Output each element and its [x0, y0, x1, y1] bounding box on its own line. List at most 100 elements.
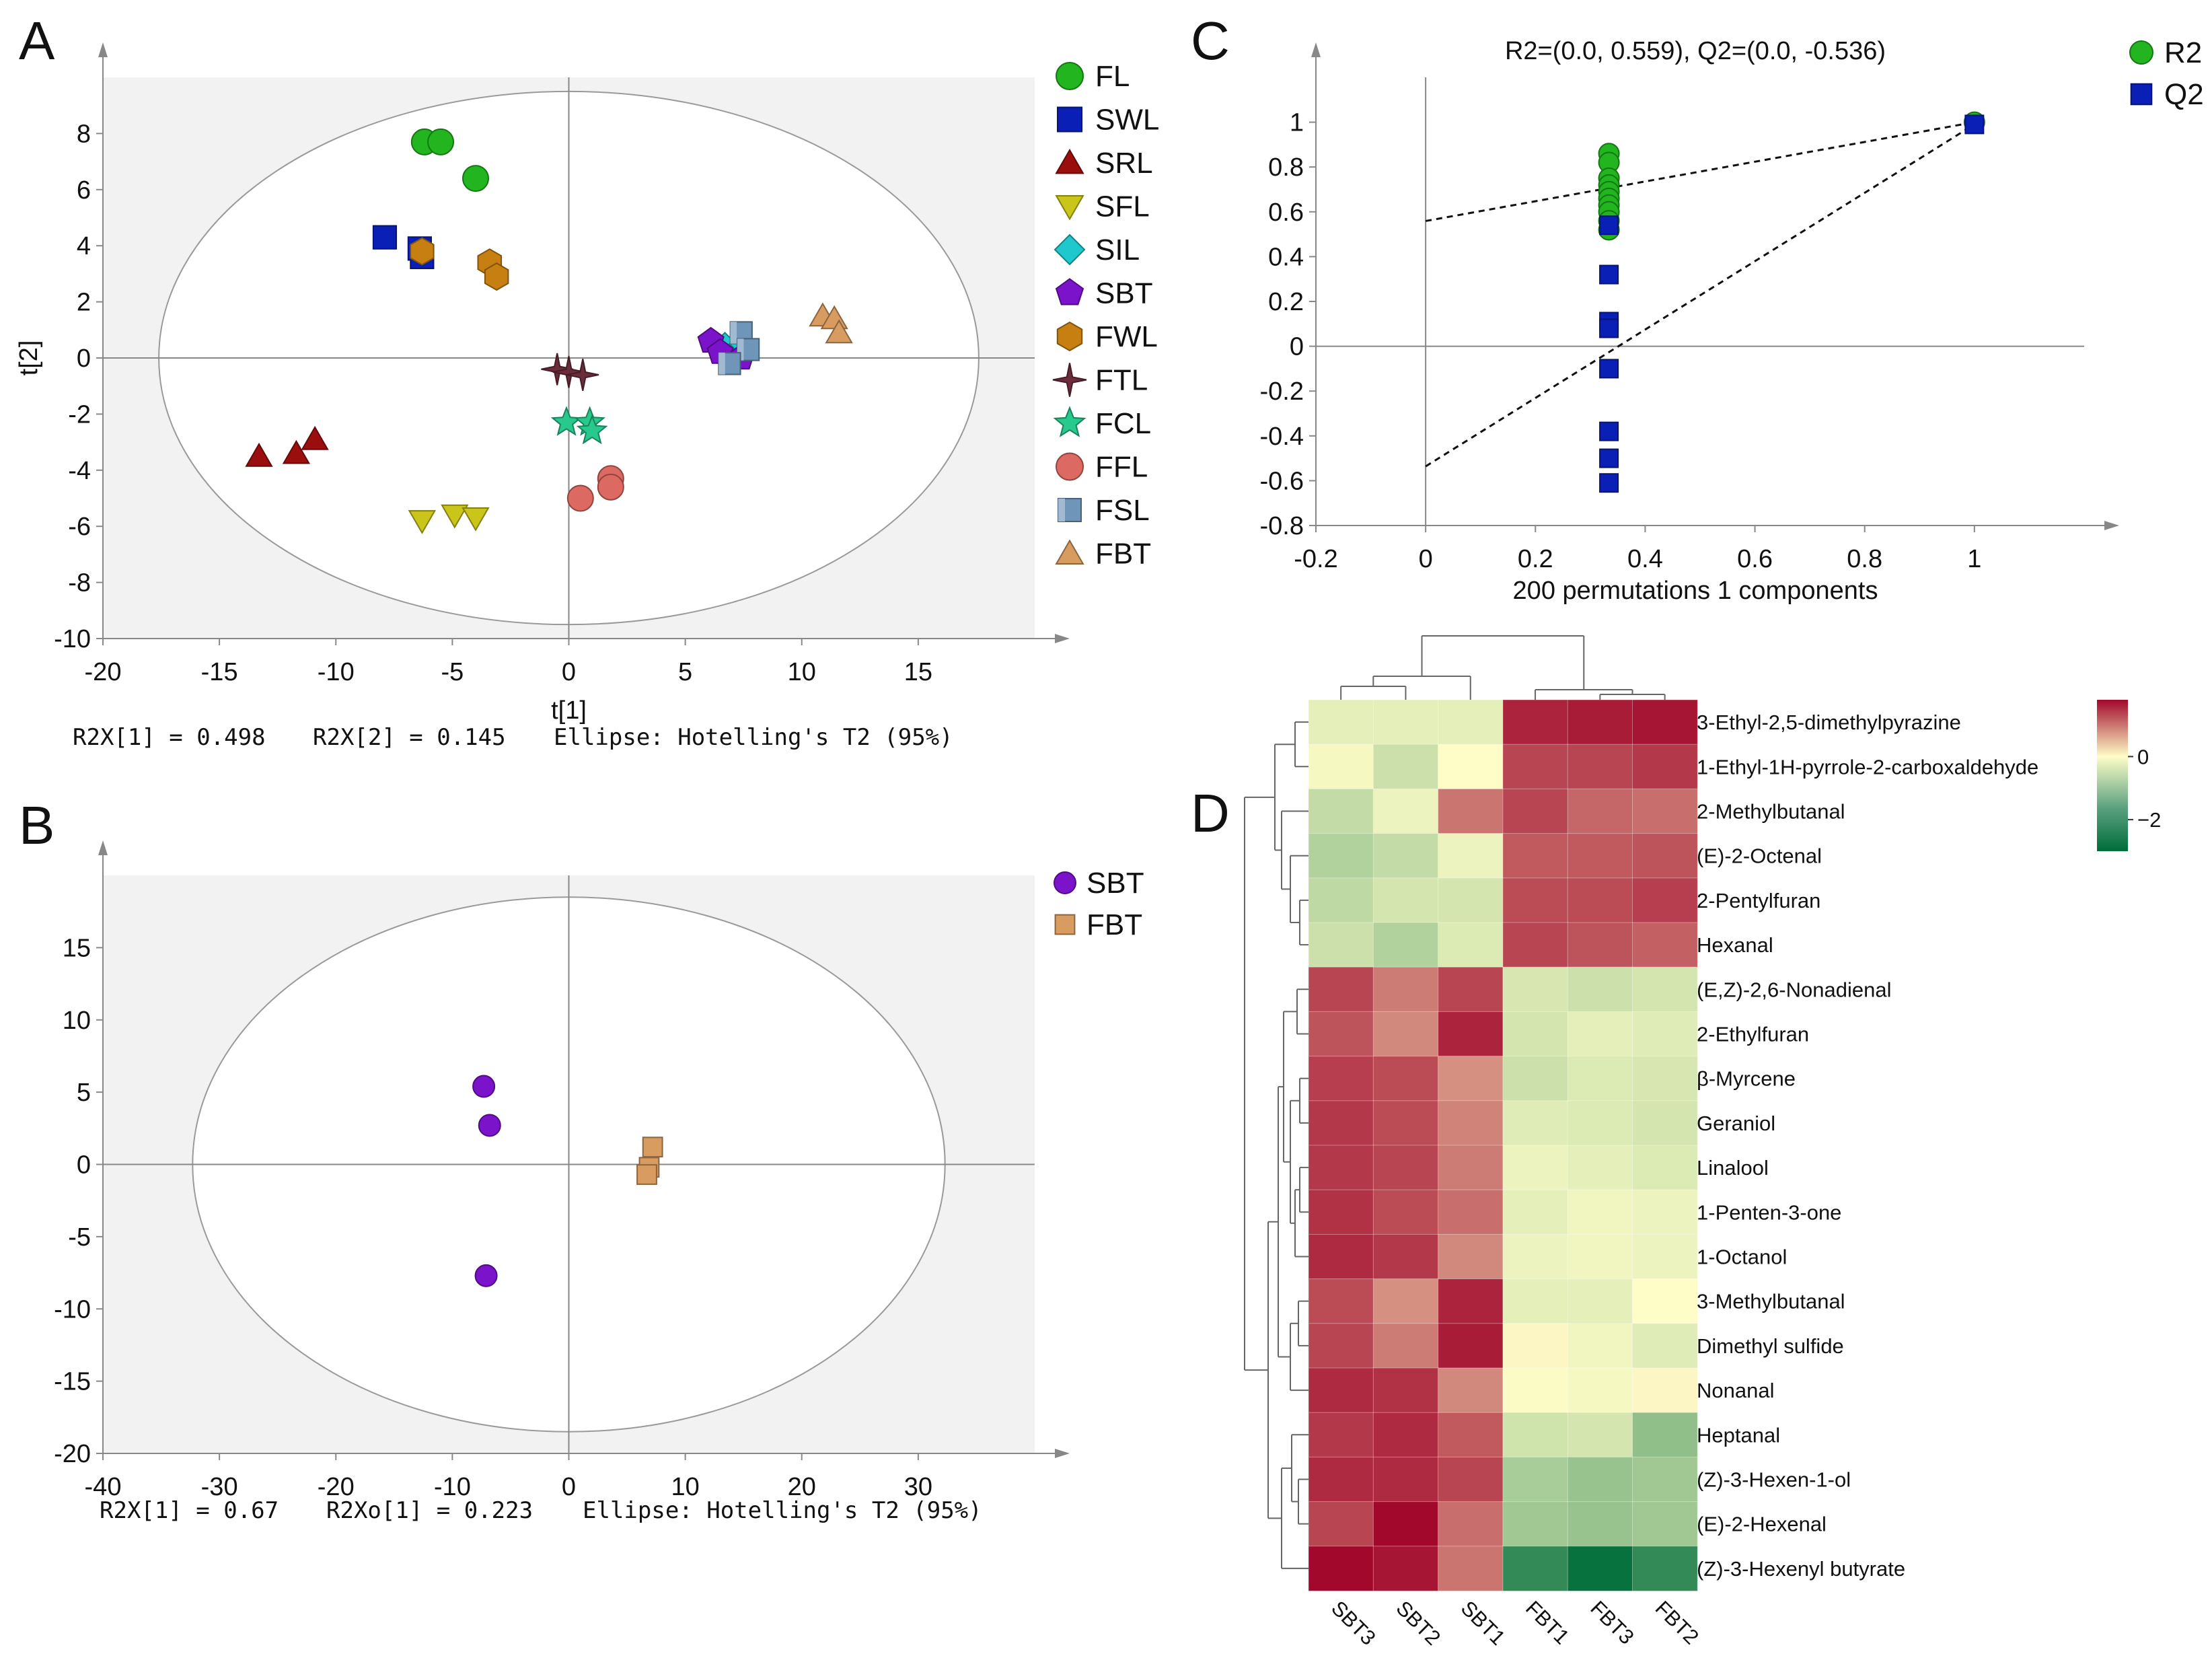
heatmap-cell	[1502, 1412, 1569, 1458]
heatmap-cell	[1632, 1145, 1698, 1191]
legend-label-fbt: FBT	[1086, 908, 1142, 941]
heatmap-cell	[1372, 1278, 1439, 1324]
point-fwl	[484, 262, 509, 291]
point-swl	[372, 225, 398, 250]
panel-label-d: D	[1191, 783, 1230, 843]
x-tick-label: -15	[201, 658, 238, 686]
y-tick-label: 0	[77, 1151, 91, 1180]
heatmap-cell	[1502, 1056, 1569, 1101]
heatmap-cell	[1372, 833, 1439, 879]
heatmap-column-label: SBT2	[1392, 1596, 1446, 1650]
heatmap-cell	[1438, 1233, 1504, 1280]
heatmap-cell	[1308, 1189, 1374, 1235]
heatmap-cell	[1308, 1456, 1374, 1503]
y-tick-label: 0.6	[1268, 198, 1304, 227]
y-axis-arrow	[1311, 42, 1321, 57]
point-q2	[1964, 114, 1985, 135]
y-tick-label: -8	[68, 569, 91, 598]
y-axis-arrow	[98, 42, 108, 57]
heatmap-cell	[1308, 1501, 1374, 1547]
point-fl	[462, 165, 489, 192]
colorbar	[2097, 700, 2128, 851]
heatmap-cell	[1372, 699, 1439, 746]
y-tick-label: 0	[77, 345, 91, 373]
heatmap-cell	[1438, 966, 1504, 1013]
heatmap-row-label: Heptanal	[1697, 1423, 1780, 1447]
heatmap-cell	[1308, 744, 1374, 790]
heatmap-cell	[1567, 1367, 1633, 1414]
panel-label-b: B	[19, 795, 54, 855]
x-tick-label: 1	[1967, 545, 1981, 573]
heatmap-cell	[1372, 966, 1439, 1013]
heatmap-cell	[1632, 1546, 1698, 1592]
heatmap-cell	[1308, 1145, 1374, 1191]
heatmap-column-label: SBT1	[1457, 1596, 1510, 1650]
heatmap-cell	[1438, 1501, 1504, 1547]
legend-label-sbt: SBT	[1086, 867, 1144, 900]
heatmap-cell	[1502, 788, 1569, 834]
y-tick-label: -0.6	[1260, 467, 1304, 495]
cube-highlight	[737, 338, 744, 361]
x-tick-label: 0.6	[1737, 545, 1773, 573]
y-tick-label: 1	[1290, 109, 1304, 137]
heatmap-cell	[1438, 744, 1504, 790]
heatmap-cell	[1632, 1011, 1698, 1057]
heatmap-cell	[1372, 1011, 1439, 1057]
heatmap-cell	[1308, 1323, 1374, 1369]
y-tick-label: -2	[68, 400, 91, 429]
point-fl	[427, 128, 455, 155]
heatmap-cell	[1372, 1501, 1439, 1547]
point-fsl	[718, 352, 741, 375]
heatmap-cell	[1502, 833, 1569, 879]
heatmap-cell	[1502, 699, 1569, 746]
intercept-line	[1425, 123, 1975, 468]
y-tick-label: 0.2	[1268, 288, 1304, 316]
heatmap-cell	[1567, 1056, 1633, 1101]
point-srl	[282, 439, 311, 464]
y-tick-label: -5	[68, 1223, 91, 1252]
heatmap-cell	[1632, 744, 1698, 790]
heatmap-cell	[1438, 1100, 1504, 1147]
heatmap-cell	[1567, 1501, 1633, 1547]
x-axis-title: t[1]	[551, 696, 587, 725]
heatmap-cell	[1567, 1323, 1633, 1369]
heatmap-cell	[1438, 1056, 1504, 1101]
point-ffl	[597, 473, 624, 501]
heatmap-row-label: Hexanal	[1697, 933, 1773, 957]
x-tick-label: 30	[904, 1473, 932, 1501]
x-tick-label: 15	[904, 658, 932, 686]
heatmap-row-label: 3-Ethyl-2,5-dimethylpyrazine	[1697, 711, 1961, 734]
x-tick-label: -20	[85, 658, 122, 686]
point-fcl	[576, 414, 608, 445]
x-tick-label: 0	[1419, 545, 1433, 573]
legend-marker-fbt	[1054, 914, 1076, 935]
legend-label-swl: SWL	[1095, 104, 1159, 137]
x-axis-arrow	[2104, 521, 2119, 530]
y-tick-label: 2	[77, 289, 91, 317]
heatmap-cell	[1438, 922, 1504, 968]
heatmap-cell	[1567, 966, 1633, 1013]
legend-marker-ffl	[1056, 452, 1084, 481]
heatmap-cell	[1308, 1100, 1374, 1147]
heatmap-cell	[1632, 1323, 1698, 1369]
legend-marker-q2	[2130, 83, 2153, 106]
heatmap-cell	[1502, 922, 1569, 968]
x-tick-label: 0.8	[1847, 545, 1882, 573]
y-tick-label: 0	[1290, 333, 1304, 361]
heatmap-cell	[1372, 1100, 1439, 1147]
heatmap-cell	[1372, 1412, 1439, 1458]
heatmap-cell	[1308, 966, 1374, 1013]
heatmap-cell	[1308, 1546, 1374, 1592]
heatmap-cell	[1438, 1145, 1504, 1191]
legend-label-r2: R2	[2164, 36, 2202, 69]
heatmap-cell	[1372, 788, 1439, 834]
heatmap-cell	[1372, 1189, 1439, 1235]
point-q2	[1599, 318, 1619, 338]
x-tick-label: 0.4	[1627, 545, 1663, 573]
heatmap-cell	[1372, 1546, 1439, 1592]
permutation-xlabel: 200 permutations 1 components	[1513, 577, 1878, 605]
heatmap-row-label: 1-Ethyl-1H-pyrrole-2-carboxaldehyde	[1697, 755, 2038, 779]
heatmap-cell	[1567, 1278, 1633, 1324]
score-plot-b: -40 -30 -20 -10 0 10 20 30 15 10 5 0 -5 -10 -15 -20	[54, 840, 1070, 1501]
